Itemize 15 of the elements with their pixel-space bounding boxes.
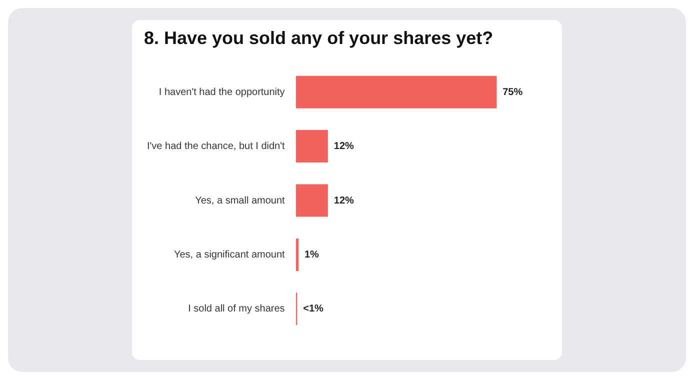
y-tick-label: I've had the chance, but I didn't — [146, 141, 286, 152]
bar — [296, 76, 497, 108]
data-label: 12% — [334, 141, 354, 152]
data-label: 1% — [304, 249, 320, 260]
bar — [296, 238, 298, 271]
data-label: 12% — [334, 195, 354, 206]
y-tick-label: I sold all of my shares — [188, 304, 285, 315]
y-tick-label: Yes, a small amount — [195, 195, 286, 206]
y-tick-label: I haven't had the opportunity — [158, 86, 285, 98]
bar — [296, 130, 328, 163]
data-label: 75% — [502, 86, 523, 98]
y-tick-label: Yes, a significant amount — [174, 249, 286, 260]
bar — [296, 184, 328, 217]
chart-title: 8. Have you sold any of your shares yet? — [144, 28, 494, 49]
data-label: <1% — [303, 304, 324, 315]
